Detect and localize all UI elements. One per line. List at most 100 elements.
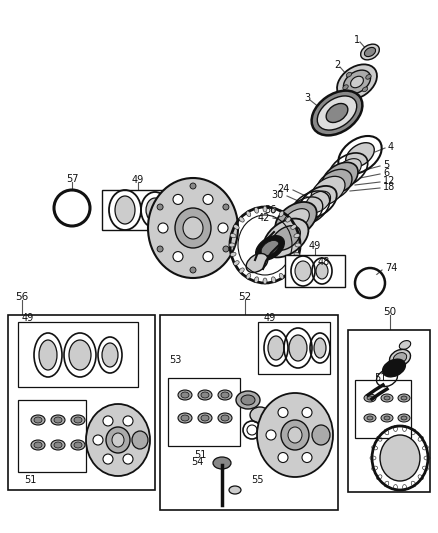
Ellipse shape xyxy=(31,415,45,425)
Ellipse shape xyxy=(398,414,410,422)
Ellipse shape xyxy=(93,435,103,445)
Text: 42: 42 xyxy=(258,213,270,223)
Ellipse shape xyxy=(133,435,143,445)
Ellipse shape xyxy=(69,340,91,370)
Ellipse shape xyxy=(247,425,257,435)
Ellipse shape xyxy=(314,430,324,440)
Ellipse shape xyxy=(272,277,276,282)
Bar xyxy=(285,255,345,287)
Text: 57: 57 xyxy=(66,174,78,184)
Text: 49: 49 xyxy=(22,313,34,323)
Ellipse shape xyxy=(221,392,229,398)
Ellipse shape xyxy=(102,343,118,367)
Ellipse shape xyxy=(381,394,393,402)
Text: 49: 49 xyxy=(132,175,144,185)
Ellipse shape xyxy=(346,143,374,167)
Ellipse shape xyxy=(278,408,288,417)
Ellipse shape xyxy=(263,206,267,212)
Ellipse shape xyxy=(257,393,333,477)
Text: 30: 30 xyxy=(272,190,284,200)
Bar xyxy=(160,315,338,510)
Ellipse shape xyxy=(123,416,133,426)
Ellipse shape xyxy=(213,457,231,469)
Ellipse shape xyxy=(278,453,288,463)
Ellipse shape xyxy=(218,223,228,233)
Ellipse shape xyxy=(264,219,308,257)
Ellipse shape xyxy=(279,273,284,279)
Text: 52: 52 xyxy=(238,292,251,302)
Ellipse shape xyxy=(266,430,276,440)
Ellipse shape xyxy=(346,72,352,77)
Ellipse shape xyxy=(198,413,212,423)
Ellipse shape xyxy=(115,196,135,224)
Text: 6: 6 xyxy=(383,168,389,178)
Text: 55: 55 xyxy=(251,475,264,485)
Text: 49: 49 xyxy=(309,241,321,251)
Ellipse shape xyxy=(148,178,238,278)
Ellipse shape xyxy=(311,176,345,206)
Ellipse shape xyxy=(364,394,376,402)
Ellipse shape xyxy=(350,76,364,88)
Ellipse shape xyxy=(302,408,312,417)
Ellipse shape xyxy=(337,64,377,100)
Ellipse shape xyxy=(51,440,65,450)
Text: 24: 24 xyxy=(278,184,290,194)
Ellipse shape xyxy=(279,211,284,216)
Ellipse shape xyxy=(157,246,163,252)
Ellipse shape xyxy=(246,273,251,279)
Text: 54: 54 xyxy=(192,457,204,467)
Bar xyxy=(8,315,155,490)
Ellipse shape xyxy=(74,442,82,448)
Ellipse shape xyxy=(250,407,270,423)
Ellipse shape xyxy=(241,395,255,405)
Ellipse shape xyxy=(198,390,212,400)
Ellipse shape xyxy=(236,391,260,409)
Ellipse shape xyxy=(181,392,189,398)
Ellipse shape xyxy=(239,217,244,222)
Ellipse shape xyxy=(34,442,42,448)
Ellipse shape xyxy=(288,427,302,443)
Ellipse shape xyxy=(343,85,348,90)
Ellipse shape xyxy=(294,252,300,256)
Ellipse shape xyxy=(157,204,163,210)
Ellipse shape xyxy=(230,233,236,238)
Ellipse shape xyxy=(276,202,317,238)
Ellipse shape xyxy=(54,442,62,448)
Ellipse shape xyxy=(181,415,189,421)
Ellipse shape xyxy=(360,44,379,60)
Text: 36: 36 xyxy=(265,205,277,215)
Text: 4: 4 xyxy=(388,142,394,152)
Ellipse shape xyxy=(60,196,84,220)
Ellipse shape xyxy=(54,417,62,423)
Ellipse shape xyxy=(173,252,183,262)
Ellipse shape xyxy=(364,47,375,56)
Ellipse shape xyxy=(367,396,373,400)
Ellipse shape xyxy=(291,225,297,229)
Ellipse shape xyxy=(256,236,284,260)
Ellipse shape xyxy=(393,353,407,364)
Bar xyxy=(18,322,138,387)
Ellipse shape xyxy=(312,425,330,445)
Text: 74: 74 xyxy=(385,263,397,273)
Ellipse shape xyxy=(183,217,203,239)
Ellipse shape xyxy=(233,261,239,265)
Ellipse shape xyxy=(218,413,232,423)
Text: 48: 48 xyxy=(318,257,330,267)
Text: 18: 18 xyxy=(383,182,395,192)
Text: 3: 3 xyxy=(304,93,310,103)
Ellipse shape xyxy=(223,246,229,252)
Ellipse shape xyxy=(261,240,279,255)
Ellipse shape xyxy=(178,413,192,423)
Ellipse shape xyxy=(203,252,213,262)
Ellipse shape xyxy=(173,195,183,205)
Ellipse shape xyxy=(311,91,362,135)
Ellipse shape xyxy=(112,433,124,447)
Ellipse shape xyxy=(286,268,291,273)
Ellipse shape xyxy=(71,415,85,425)
Ellipse shape xyxy=(289,335,307,361)
Text: 51: 51 xyxy=(24,475,36,485)
Ellipse shape xyxy=(221,415,229,421)
Ellipse shape xyxy=(314,338,326,358)
Ellipse shape xyxy=(190,183,196,189)
Text: 5: 5 xyxy=(383,160,389,170)
